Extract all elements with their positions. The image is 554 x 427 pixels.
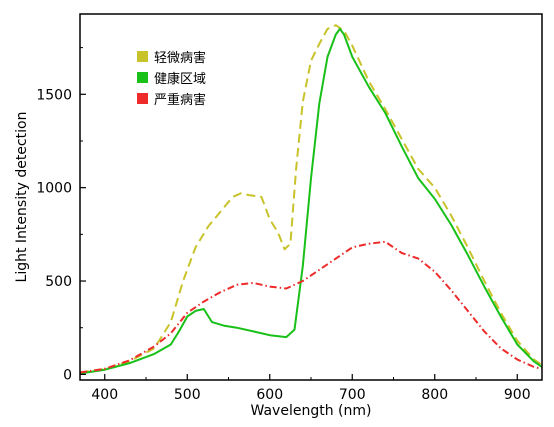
x-axis-title: Wavelength (nm) [251, 403, 372, 419]
legend-label: 健康区域 [154, 71, 206, 87]
plot-lines [80, 24, 542, 375]
legend-swatch [137, 93, 148, 104]
legend-swatch [137, 51, 148, 62]
plot-frame [79, 13, 543, 381]
legend-swatch [137, 72, 148, 83]
x-tick-label: 500 [174, 387, 201, 403]
y-tick-label: 0 [63, 367, 72, 383]
x-tick-label: 900 [504, 387, 531, 403]
x-tick-label: 700 [339, 387, 366, 403]
y-tick-label: 1000 [36, 181, 72, 197]
y-axis-title: Light Intensity detection [14, 112, 30, 283]
x-tick-label: 600 [256, 387, 283, 403]
series-line-1 [80, 24, 542, 374]
axis-ticks: 400 500 600 700 800 900 0 500 1000 1500 [36, 47, 531, 403]
y-tick-label: 1500 [36, 87, 72, 103]
y-tick-label: 500 [45, 274, 72, 290]
series-line-2 [80, 27, 542, 375]
x-tick-label: 400 [91, 387, 118, 403]
x-tick-label: 800 [421, 387, 448, 403]
series-line-3 [80, 240, 542, 374]
legend-label: 严重病害 [154, 92, 206, 108]
legend-label: 轻微病害 [154, 50, 206, 66]
